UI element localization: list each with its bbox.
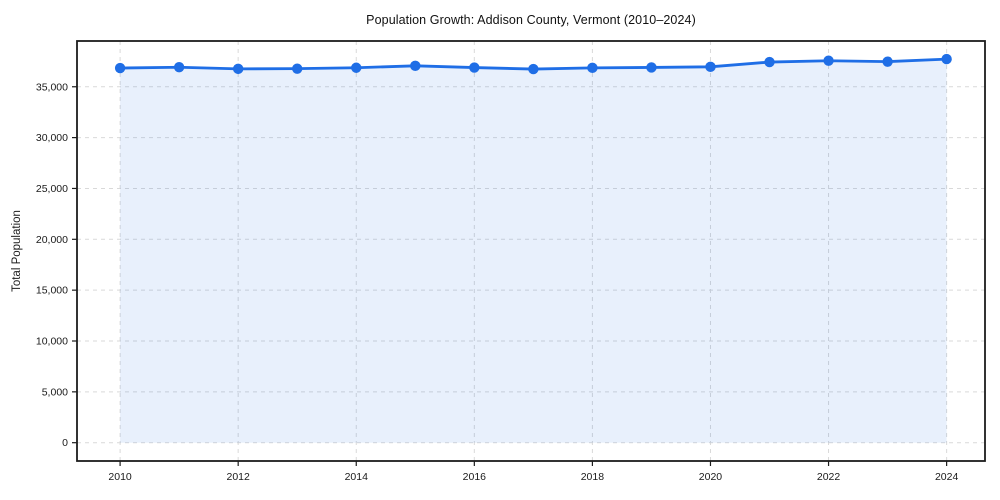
data-point-marker bbox=[114, 62, 126, 74]
y-tick-label: 5,000 bbox=[42, 386, 68, 398]
x-tick-label: 2014 bbox=[345, 471, 369, 483]
chart-title: Population Growth: Addison County, Vermo… bbox=[366, 13, 696, 27]
data-point-marker bbox=[292, 63, 303, 74]
data-point-marker bbox=[705, 61, 716, 73]
data-point-marker bbox=[764, 56, 775, 68]
data-point-marker bbox=[882, 56, 893, 67]
y-tick-label: 10,000 bbox=[36, 336, 68, 348]
plot-border bbox=[76, 40, 986, 462]
y-tick-label: 35,000 bbox=[36, 81, 68, 93]
x-tick-label: 2022 bbox=[817, 471, 841, 483]
x-tick-label: 2010 bbox=[108, 471, 132, 483]
data-point-marker bbox=[941, 53, 952, 65]
y-tick-label: 20,000 bbox=[36, 234, 68, 246]
x-tick-label: 2020 bbox=[699, 471, 723, 483]
data-point-marker bbox=[823, 55, 834, 66]
data-point-marker bbox=[646, 62, 657, 73]
data-point-marker bbox=[410, 60, 421, 72]
x-tick-label: 2016 bbox=[463, 471, 487, 483]
data-point-marker bbox=[232, 63, 244, 75]
y-axis-label: Total Population bbox=[11, 210, 23, 292]
series-area-fill bbox=[120, 59, 947, 443]
y-tick-label: 15,000 bbox=[36, 285, 68, 297]
data-point-marker bbox=[587, 62, 598, 74]
data-point-marker bbox=[173, 62, 185, 73]
data-point-marker bbox=[351, 62, 362, 73]
data-point-marker bbox=[469, 62, 480, 73]
data-point-marker bbox=[528, 63, 539, 75]
x-tick-label: 2018 bbox=[581, 471, 605, 483]
y-tick-label: 25,000 bbox=[36, 183, 68, 195]
y-tick-label: 30,000 bbox=[36, 132, 68, 144]
x-tick-label: 2012 bbox=[226, 471, 250, 483]
y-tick-label: 0 bbox=[62, 437, 68, 449]
x-tick-label: 2024 bbox=[935, 471, 959, 483]
